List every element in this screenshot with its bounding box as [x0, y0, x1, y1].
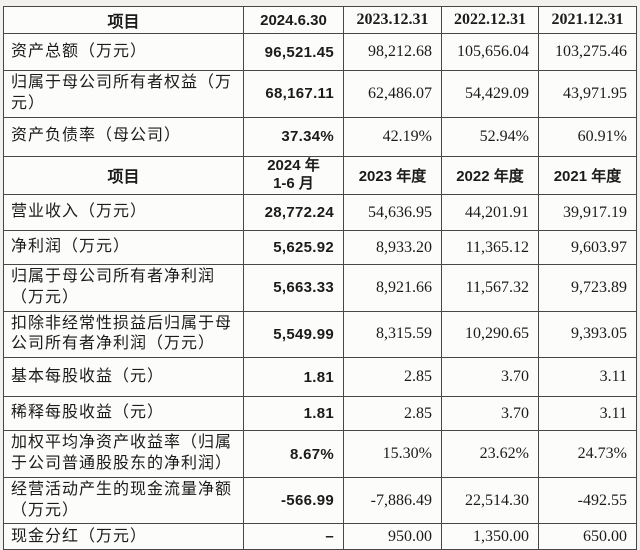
income-header-2022: 2022 年度: [441, 155, 539, 196]
cell-value-2021: 103,275.46: [538, 33, 637, 71]
cell-value-2022: 23.62%: [441, 430, 539, 478]
income-header-item: 项目: [3, 155, 244, 196]
cell-value-2021: 9,393.05: [538, 310, 637, 359]
cell-value-2023: 42.19%: [343, 116, 442, 157]
table-row-cash-dividend: 现金分红（万元） – 950.00 1,350.00 650.00: [3, 523, 637, 550]
cell-value-2024: 5,663.33: [243, 264, 344, 312]
income-header-2021: 2021 年度: [538, 155, 637, 196]
cell-value-2024: 68,167.11: [243, 70, 344, 118]
cell-value-2021: 24.73%: [538, 430, 637, 478]
cell-value-2023: 2.85: [343, 357, 442, 398]
cell-value-2024: 1.81: [243, 357, 344, 398]
table-row-debt-ratio: 资产负债率（母公司） 37.34% 42.19% 52.94% 60.91%: [3, 116, 637, 157]
cell-value-2024: 8.67%: [243, 430, 344, 478]
income-header-2023: 2023 年度: [343, 155, 442, 196]
cell-value-2023: 950.00: [343, 523, 442, 550]
row-label: 经营活动产生的现金流量净额（万元）: [3, 476, 244, 525]
cell-value-2023: -7,886.49: [343, 476, 442, 525]
cell-value-2024: 1.81: [243, 396, 344, 432]
cell-value-2021: 3.11: [538, 357, 637, 398]
cell-value-2024: -566.99: [243, 476, 344, 525]
cell-value-2021: -492.55: [538, 476, 637, 525]
cell-value-2024: 96,521.45: [243, 33, 344, 71]
table-row-weighted-roe: 加权平均净资产收益率（归属于公司普通股股东的净利润） 8.67% 15.30% …: [3, 430, 637, 478]
cell-value-2024: –: [243, 523, 344, 550]
income-header-row: 项目 2024 年 1-6 月 2023 年度 2022 年度 2021 年度: [3, 155, 637, 196]
cell-value-2024: 5,549.99: [243, 310, 344, 359]
cell-value-2022: 3.70: [441, 396, 539, 432]
cell-value-2021: 43,971.95: [538, 70, 637, 118]
cell-value-2023: 8,315.59: [343, 310, 442, 359]
cell-value-2022: 10,290.65: [441, 310, 539, 359]
row-label: 稀释每股收益（元）: [3, 396, 244, 432]
balance-header-2022-12-31: 2022.12.31: [441, 6, 539, 34]
cell-value-2023: 62,486.07: [343, 70, 442, 118]
balance-header-item: 项目: [3, 6, 244, 34]
cell-value-2022: 105,656.04: [441, 33, 539, 71]
cell-value-2023: 54,636.95: [343, 194, 442, 232]
cell-value-2024: 5,625.92: [243, 230, 344, 266]
row-label: 资产负债率（母公司）: [3, 116, 244, 157]
row-label: 资产总额（万元）: [3, 33, 244, 71]
cell-value-2021: 9,723.89: [538, 264, 637, 312]
balance-header-2021-12-31: 2021.12.31: [538, 6, 637, 34]
row-label: 净利润（万元）: [3, 230, 244, 266]
row-label: 加权平均净资产收益率（归属于公司普通股股东的净利润）: [3, 430, 244, 478]
table-row-diluted-eps: 稀释每股收益（元） 1.81 2.85 3.70 3.11: [3, 396, 637, 432]
balance-header-row: 项目 2024.6.30 2023.12.31 2022.12.31 2021.…: [3, 6, 637, 34]
cell-value-2023: 15.30%: [343, 430, 442, 478]
cell-value-2022: 11,567.32: [441, 264, 539, 312]
table-row-revenue: 营业收入（万元） 28,772.24 54,636.95 44,201.91 3…: [3, 194, 637, 232]
cell-value-2022: 22,514.30: [441, 476, 539, 525]
cell-value-2022: 54,429.09: [441, 70, 539, 118]
cell-value-2024: 28,772.24: [243, 194, 344, 232]
cell-value-2024: 37.34%: [243, 116, 344, 157]
row-label: 营业收入（万元）: [3, 194, 244, 232]
cell-value-2021: 3.11: [538, 396, 637, 432]
cell-value-2021: 60.91%: [538, 116, 637, 157]
cell-value-2023: 8,921.66: [343, 264, 442, 312]
table-row-deducted-net-profit: 扣除非经常性损益后归属于母公司所有者净利润（万元） 5,549.99 8,315…: [3, 310, 637, 359]
cell-value-2022: 1,350.00: [441, 523, 539, 550]
row-label: 归属于母公司所有者权益（万元）: [3, 70, 244, 118]
balance-header-2023-12-31: 2023.12.31: [343, 6, 442, 34]
cell-value-2022: 3.70: [441, 357, 539, 398]
table-row-parent-net-profit: 归属于母公司所有者净利润（万元） 5,663.33 8,921.66 11,56…: [3, 264, 637, 312]
table-row-operating-cash-flow: 经营活动产生的现金流量净额（万元） -566.99 -7,886.49 22,5…: [3, 476, 637, 525]
table-row-parent-equity: 归属于母公司所有者权益（万元） 68,167.11 62,486.07 54,4…: [3, 70, 637, 118]
table-row-basic-eps: 基本每股收益（元） 1.81 2.85 3.70 3.11: [3, 357, 637, 398]
table-row-net-profit: 净利润（万元） 5,625.92 8,933.20 11,365.12 9,60…: [3, 230, 637, 266]
row-label: 现金分红（万元）: [3, 523, 244, 550]
cell-value-2023: 2.85: [343, 396, 442, 432]
cell-value-2022: 44,201.91: [441, 194, 539, 232]
cell-value-2023: 8,933.20: [343, 230, 442, 266]
cell-value-2023: 98,212.68: [343, 33, 442, 71]
row-label: 扣除非经常性损益后归属于母公司所有者净利润（万元）: [3, 310, 244, 359]
income-header-2024-h1: 2024 年 1-6 月: [243, 155, 344, 196]
table-row-total-assets: 资产总额（万元） 96,521.45 98,212.68 105,656.04 …: [3, 33, 637, 71]
cell-value-2021: 39,917.19: [538, 194, 637, 232]
cell-value-2022: 52.94%: [441, 116, 539, 157]
financial-summary-table: 项目 2024.6.30 2023.12.31 2022.12.31 2021.…: [3, 6, 637, 550]
row-label: 归属于母公司所有者净利润（万元）: [3, 264, 244, 312]
cell-value-2021: 650.00: [538, 523, 637, 550]
row-label: 基本每股收益（元）: [3, 357, 244, 398]
cell-value-2021: 9,603.97: [538, 230, 637, 266]
cell-value-2022: 11,365.12: [441, 230, 539, 266]
balance-header-2024-06-30: 2024.6.30: [243, 6, 344, 34]
